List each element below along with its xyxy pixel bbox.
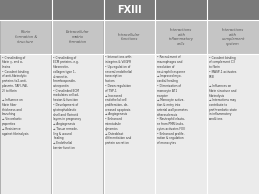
Bar [208, 21, 258, 54]
Text: • Recruitment of
macrophages and
resolution of
neutrophil response
→ Improved my: • Recruitment of macrophages and resolut… [157, 55, 188, 145]
Bar [156, 55, 207, 193]
Text: • Interactions with
integrins & VEGFR
• Up-regulation of
several endothelial
tra: • Interactions with integrins & VEGFR • … [105, 55, 132, 145]
Text: • Covalent binding
of complement C3
to fibrin
• MASP-1 activates
FXIII

→ Influe: • Covalent binding of complement C3 to f… [209, 55, 236, 121]
Bar [1, 55, 51, 193]
Text: Extracellular
matrix
formation: Extracellular matrix formation [66, 30, 89, 44]
Bar [104, 21, 155, 54]
Text: Interactions
with
inflammatory
cells: Interactions with inflammatory cells [169, 28, 194, 46]
Text: FXIII: FXIII [117, 5, 142, 15]
Text: Interactions
with
complement
system: Interactions with complement system [221, 28, 245, 46]
Bar [104, 55, 155, 193]
Text: • Crosslinking of
ECM proteins, e.g.
fibronectin,
collagen type 1,
vitronectin,
: • Crosslinking of ECM proteins, e.g. fib… [53, 55, 81, 150]
Text: Fibrin
formation &
structure: Fibrin formation & structure [15, 30, 37, 44]
Bar [208, 55, 258, 193]
Bar [1, 21, 51, 54]
Bar [156, 21, 207, 54]
Bar [52, 21, 103, 54]
Text: • Crosslinking of
fibrin γ- and α-
chains
• Covalent binding
of anti-fibrinolyti: • Crosslinking of fibrin γ- and α- chain… [2, 55, 28, 135]
Bar [0, 0, 259, 20]
Text: Intracellular
functions: Intracellular functions [118, 33, 141, 41]
Bar [52, 55, 103, 193]
